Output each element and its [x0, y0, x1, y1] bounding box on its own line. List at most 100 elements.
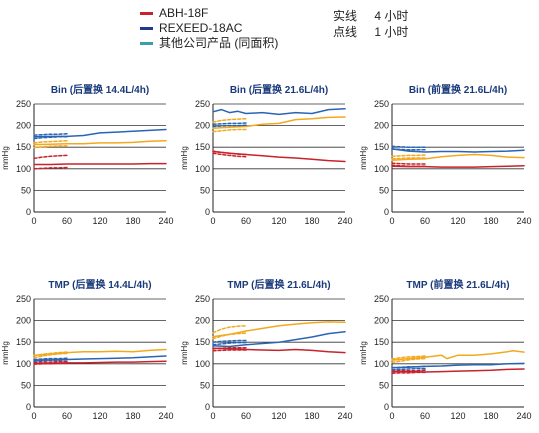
y-tick-label: 100	[16, 359, 31, 369]
y-tick-label: 50	[200, 380, 210, 390]
y-tick-label: 150	[374, 337, 389, 347]
y-tick-label: 200	[195, 121, 210, 131]
chart-title: TMP (后置换 14.4L/4h)	[48, 278, 151, 291]
x-tick-label: 240	[158, 216, 173, 226]
y-tick-label: 100	[16, 164, 31, 174]
series-line-orange-solid	[391, 350, 525, 362]
x-tick-label: 0	[389, 216, 394, 226]
y-tick-label: 50	[21, 185, 31, 195]
x-tick-label: 60	[62, 411, 72, 421]
series-line-blue-dashed	[391, 367, 426, 371]
chart-title: TMP (前置换 21.6L/4h)	[406, 278, 509, 291]
x-tick-label: 240	[337, 216, 352, 226]
series-line-red-dashed	[33, 362, 68, 365]
x-tick-label: 240	[337, 411, 352, 421]
x-tick-label: 60	[420, 411, 430, 421]
legend-swatch-rexeed	[140, 27, 153, 30]
series-line-orange-dashed	[212, 332, 247, 340]
x-tick-label: 180	[125, 411, 140, 421]
series-line-red-dashed	[212, 152, 247, 158]
series-line-red-dashed	[33, 360, 68, 364]
x-tick-label: 0	[210, 411, 215, 421]
line-key-dashed: 点线 1 小时	[333, 24, 408, 40]
series-line-orange-dashed	[212, 117, 247, 123]
x-tick-label: 120	[92, 216, 107, 226]
y-tick-label: 200	[374, 316, 389, 326]
x-tick-label: 60	[62, 216, 72, 226]
y-axis-label: mmHg	[1, 341, 10, 365]
y-axis-label: mmHg	[359, 146, 368, 170]
chart-panel: TMP (后置换 14.4L/4h) 0 50 100 150 200 250 0 60 120 1…	[1, 278, 174, 421]
series-line-orange-dashed	[391, 154, 426, 158]
series-line-blue-solid	[391, 148, 525, 153]
y-tick-label: 150	[16, 142, 31, 152]
chart-panel: Bin (后置换 14.4L/4h) 0 50 100 150 200 250 0 60 120 1…	[1, 83, 174, 226]
chart-panel: Bin (前置换 21.6L/4h) 0 50 100 150 200 250 0 60 120 1…	[359, 83, 532, 226]
y-tick-label: 200	[374, 121, 389, 131]
series-line-blue-dashed	[33, 359, 68, 362]
series-line-blue-dashed	[391, 145, 426, 148]
x-tick-label: 120	[271, 411, 286, 421]
y-tick-label: 0	[384, 207, 389, 217]
x-tick-label: 180	[304, 216, 319, 226]
y-tick-label: 0	[205, 402, 210, 412]
y-tick-label: 200	[16, 121, 31, 131]
chart-panel: TMP (前置换 21.6L/4h) 0 50 100 150 200 250 0 60 120 1…	[359, 278, 532, 421]
y-tick-label: 150	[16, 337, 31, 347]
legend-item: 其他公司产品 (同面积)	[140, 36, 320, 51]
x-tick-label: 120	[450, 411, 465, 421]
x-tick-label: 0	[31, 411, 36, 421]
y-tick-label: 50	[200, 185, 210, 195]
legend-swatch-abh	[140, 12, 153, 15]
series-line-blue-dashed	[212, 341, 247, 346]
y-axis-label: mmHg	[1, 146, 10, 170]
x-tick-label: 120	[450, 216, 465, 226]
series-line-orange-dashed	[212, 128, 247, 133]
series-line-orange-solid	[391, 153, 525, 161]
x-tick-label: 0	[210, 216, 215, 226]
y-tick-label: 0	[26, 402, 31, 412]
y-tick-label: 250	[16, 294, 31, 304]
x-tick-label: 0	[389, 411, 394, 421]
series-line-blue-dashed	[391, 365, 426, 369]
x-tick-label: 180	[125, 216, 140, 226]
series-line-blue-dashed	[391, 148, 426, 151]
y-tick-label: 250	[195, 99, 210, 109]
legend-swatch-other	[140, 42, 153, 45]
y-tick-label: 150	[195, 337, 210, 347]
line-style-key: 实线 4 小时 点线 1 小时	[333, 8, 408, 40]
series-line-red-solid	[33, 162, 167, 166]
y-tick-label: 100	[195, 359, 210, 369]
series-line-orange-dashed	[391, 355, 426, 360]
series-line-blue-dashed	[212, 124, 247, 128]
series-line-blue-dashed	[33, 357, 68, 361]
x-tick-label: 180	[483, 411, 498, 421]
x-tick-label: 240	[516, 411, 531, 421]
series-line-red-dashed	[212, 349, 247, 352]
series-line-orange-dashed	[33, 139, 68, 144]
chart-panel: TMP (后置换 21.6L/4h) 0 50 100 150 200 250 0 60 120 1…	[180, 278, 353, 421]
y-tick-label: 250	[374, 99, 389, 109]
legend-label: 其他公司产品 (同面积)	[159, 36, 279, 50]
chart-title: Bin (后置换 14.4L/4h)	[51, 83, 149, 96]
y-tick-label: 200	[195, 316, 210, 326]
series-line-blue-dashed	[33, 133, 68, 136]
line-key-dashed-label: 点线	[333, 25, 358, 39]
line-key-solid: 实线 4 小时	[333, 8, 408, 24]
series-line-red-dashed	[391, 371, 426, 375]
x-tick-label: 120	[92, 411, 107, 421]
line-key-solid-label: 实线	[333, 9, 358, 23]
y-tick-label: 150	[195, 142, 210, 152]
series-line-blue-solid	[33, 128, 167, 138]
y-tick-label: 250	[195, 294, 210, 304]
series-line-red-dashed	[391, 164, 426, 167]
series-line-red-dashed	[391, 162, 426, 165]
chart-title: TMP (后置换 21.6L/4h)	[227, 278, 330, 291]
series-line-orange-dashed	[391, 157, 426, 160]
y-tick-label: 100	[374, 359, 389, 369]
chart-panel: Bin (后置换 21.6L/4h) 0 50 100 150 200 250 0 60 120 1…	[180, 83, 353, 226]
series-line-red-dashed	[33, 166, 68, 170]
line-key-dashed-value: 1 小时	[374, 25, 409, 39]
series-line-red-solid	[212, 347, 346, 354]
